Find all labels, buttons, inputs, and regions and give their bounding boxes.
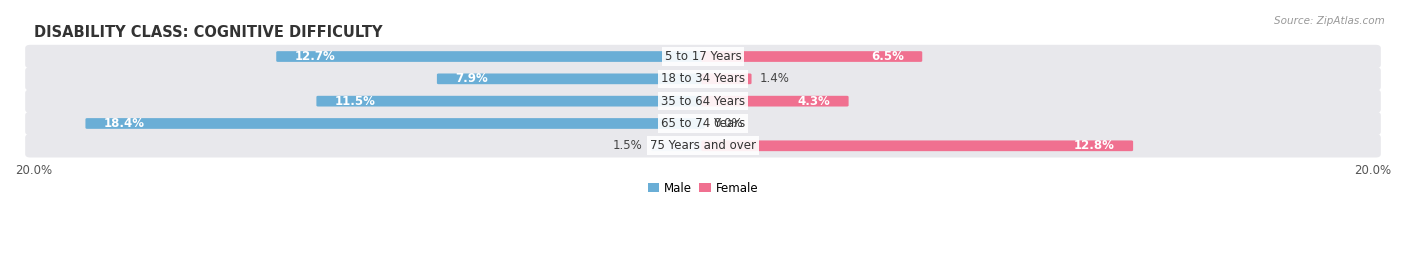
- Text: 65 to 74 Years: 65 to 74 Years: [661, 117, 745, 130]
- Text: 7.9%: 7.9%: [456, 72, 488, 85]
- Text: Source: ZipAtlas.com: Source: ZipAtlas.com: [1274, 16, 1385, 26]
- Text: 12.8%: 12.8%: [1074, 139, 1115, 152]
- FancyBboxPatch shape: [25, 45, 1381, 68]
- Legend: Male, Female: Male, Female: [643, 177, 763, 199]
- FancyBboxPatch shape: [651, 140, 704, 151]
- FancyBboxPatch shape: [276, 51, 704, 62]
- FancyBboxPatch shape: [25, 134, 1381, 157]
- FancyBboxPatch shape: [702, 73, 752, 84]
- FancyBboxPatch shape: [437, 73, 704, 84]
- Text: 1.4%: 1.4%: [759, 72, 790, 85]
- FancyBboxPatch shape: [86, 118, 704, 129]
- FancyBboxPatch shape: [25, 67, 1381, 90]
- FancyBboxPatch shape: [25, 112, 1381, 135]
- Text: 75 Years and over: 75 Years and over: [650, 139, 756, 152]
- Text: 4.3%: 4.3%: [797, 95, 830, 108]
- FancyBboxPatch shape: [316, 96, 704, 107]
- Text: 0.0%: 0.0%: [713, 117, 742, 130]
- Text: 1.5%: 1.5%: [613, 139, 643, 152]
- Text: 12.7%: 12.7%: [295, 50, 336, 63]
- Text: 11.5%: 11.5%: [335, 95, 375, 108]
- Text: 35 to 64 Years: 35 to 64 Years: [661, 95, 745, 108]
- Text: 18.4%: 18.4%: [104, 117, 145, 130]
- FancyBboxPatch shape: [702, 96, 849, 107]
- Text: 6.5%: 6.5%: [870, 50, 904, 63]
- FancyBboxPatch shape: [25, 89, 1381, 113]
- FancyBboxPatch shape: [702, 140, 1133, 151]
- Text: 5 to 17 Years: 5 to 17 Years: [665, 50, 741, 63]
- Text: DISABILITY CLASS: COGNITIVE DIFFICULTY: DISABILITY CLASS: COGNITIVE DIFFICULTY: [34, 25, 382, 40]
- Text: 18 to 34 Years: 18 to 34 Years: [661, 72, 745, 85]
- FancyBboxPatch shape: [702, 51, 922, 62]
